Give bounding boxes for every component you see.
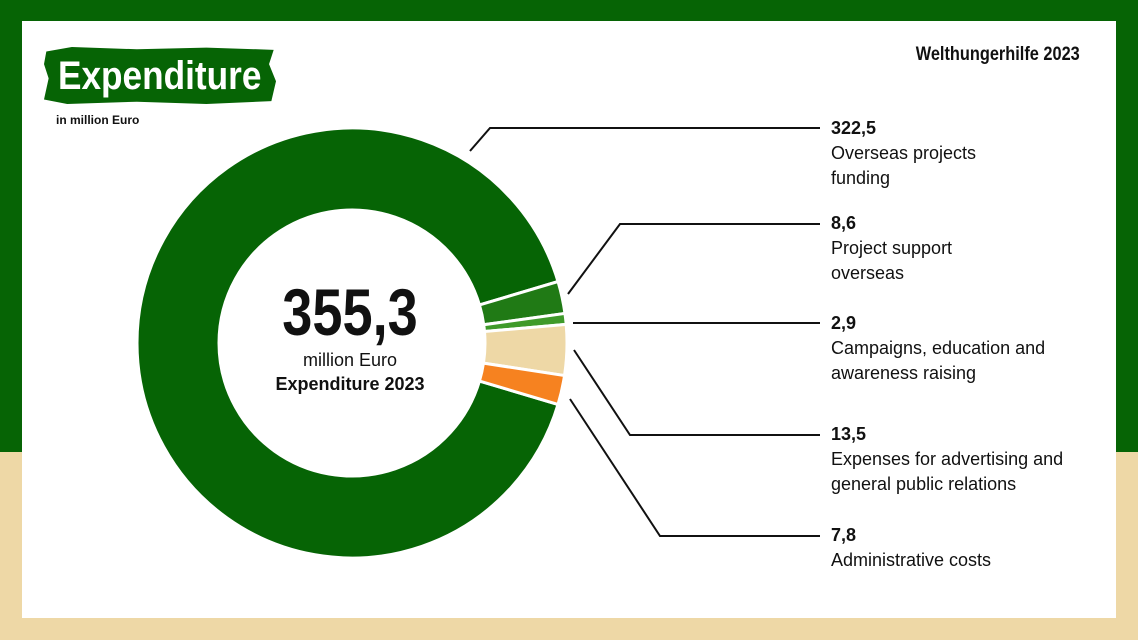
slice-name: Campaigns, education and awareness raisi… — [831, 338, 1046, 383]
slice-name: Overseas projects funding — [831, 143, 977, 188]
slice-name: Project support overseas — [831, 238, 953, 283]
leader-line-5 — [569, 398, 820, 537]
slice-value: 322,5 — [831, 118, 877, 138]
slice-label-administrative: 7,8 Administrative costs — [831, 523, 1121, 573]
donut-slices — [135, 126, 569, 560]
page-title: Expenditure — [58, 54, 262, 98]
slice-label-advertising: 13,5 Expenses for advertising and genera… — [831, 422, 1121, 497]
brand-label: Welthungerhilfe 2023 — [915, 44, 1080, 65]
leader-line-2 — [567, 223, 820, 295]
slice-value: 2,9 — [831, 313, 857, 333]
slice-value: 7,8 — [831, 525, 857, 545]
leader-line-1 — [469, 127, 820, 152]
slice-value: 13,5 — [831, 424, 867, 444]
unit-note: in million Euro — [56, 113, 140, 127]
title-brush-stroke — [44, 47, 276, 104]
slice-name: Expenses for advertising and general pub… — [831, 449, 1064, 494]
slice-administrative — [477, 361, 567, 407]
leader-line-4 — [573, 349, 820, 436]
slice-label-campaigns: 2,9 Campaigns, education and awareness r… — [831, 311, 1121, 386]
slice-value: 8,6 — [831, 213, 857, 233]
center-unit: million Euro — [302, 350, 398, 370]
leader-lines — [469, 127, 820, 537]
center-label: Expenditure 2023 — [275, 374, 425, 394]
slice-label-overseas-projects: 322,5 Overseas projects funding — [831, 116, 1121, 191]
slice-overseas-projects — [135, 126, 560, 560]
slice-label-project-support: 8,6 Project support overseas — [831, 211, 1121, 286]
center-total: 355,3 — [282, 275, 418, 349]
slice-name: Administrative costs — [831, 550, 992, 570]
